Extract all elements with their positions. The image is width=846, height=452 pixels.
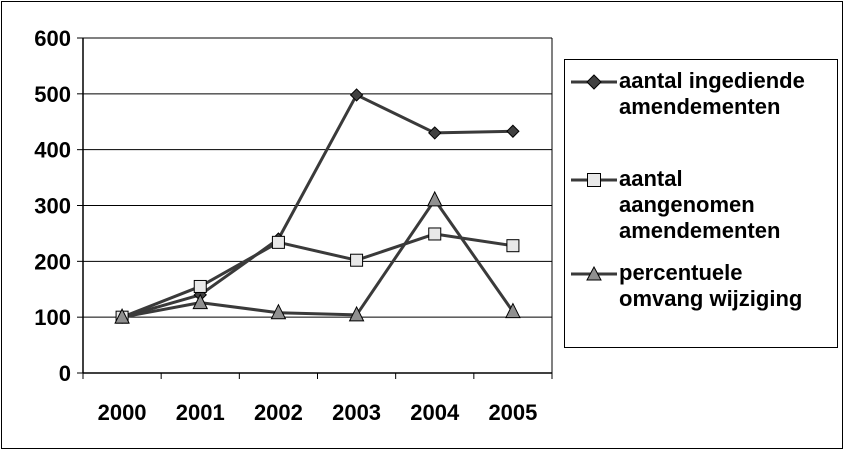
y-tick-label: 300: [34, 194, 71, 219]
series-lines: [121, 93, 515, 319]
series-markers: [114, 88, 521, 324]
x-tick-label: 2004: [410, 400, 460, 425]
square-marker: [271, 235, 285, 249]
y-tick-label: 600: [34, 26, 71, 51]
triangle-marker: [192, 293, 209, 310]
diamond-marker-icon: [571, 74, 617, 90]
series-line-2: [121, 232, 514, 319]
triangle-marker-icon: [571, 266, 617, 281]
legend-label-aangenomen: aantal aangenomen amendementen: [619, 166, 781, 243]
axes: [77, 37, 553, 379]
y-tick-label: 100: [34, 305, 71, 330]
series-line-1: [121, 93, 513, 319]
y-tick-label: 0: [59, 361, 71, 386]
triangle-marker: [505, 302, 521, 319]
x-tick-label: 2000: [98, 400, 147, 425]
legend-label-ingediende: aantal ingediende amendementen: [619, 68, 805, 119]
legend: aantal ingediende amendementen aantal aa…: [564, 59, 838, 348]
triangle-marker: [114, 308, 130, 324]
x-tick-label: 2002: [254, 400, 303, 425]
legend-label-percentuele: percentuele omvang wijziging: [619, 260, 803, 311]
square-marker-icon: [571, 173, 617, 187]
triangle-marker: [348, 305, 365, 322]
square-marker: [428, 227, 442, 241]
x-tick-label: 2005: [488, 400, 537, 425]
diamond-marker: [428, 126, 442, 140]
x-tick-label: 2001: [176, 400, 225, 425]
triangle-marker: [270, 303, 287, 320]
y-tick-label: 500: [34, 82, 71, 107]
y-tick-label: 400: [34, 138, 71, 163]
x-tick-labels: 2000 2001 2002 2003 2004 2005: [98, 400, 538, 425]
triangle-marker: [426, 190, 443, 207]
series-line-3: [121, 198, 515, 319]
y-tick-labels: 0 100 200 300 400 500 600: [34, 26, 71, 386]
square-marker: [506, 239, 520, 253]
y-tick-label: 200: [34, 249, 71, 274]
x-tick-label: 2003: [332, 400, 381, 425]
square-marker: [350, 253, 364, 267]
diamond-marker: [349, 88, 364, 102]
diamond-marker: [506, 124, 520, 138]
gridlines: [83, 37, 553, 373]
square-marker: [193, 279, 207, 293]
